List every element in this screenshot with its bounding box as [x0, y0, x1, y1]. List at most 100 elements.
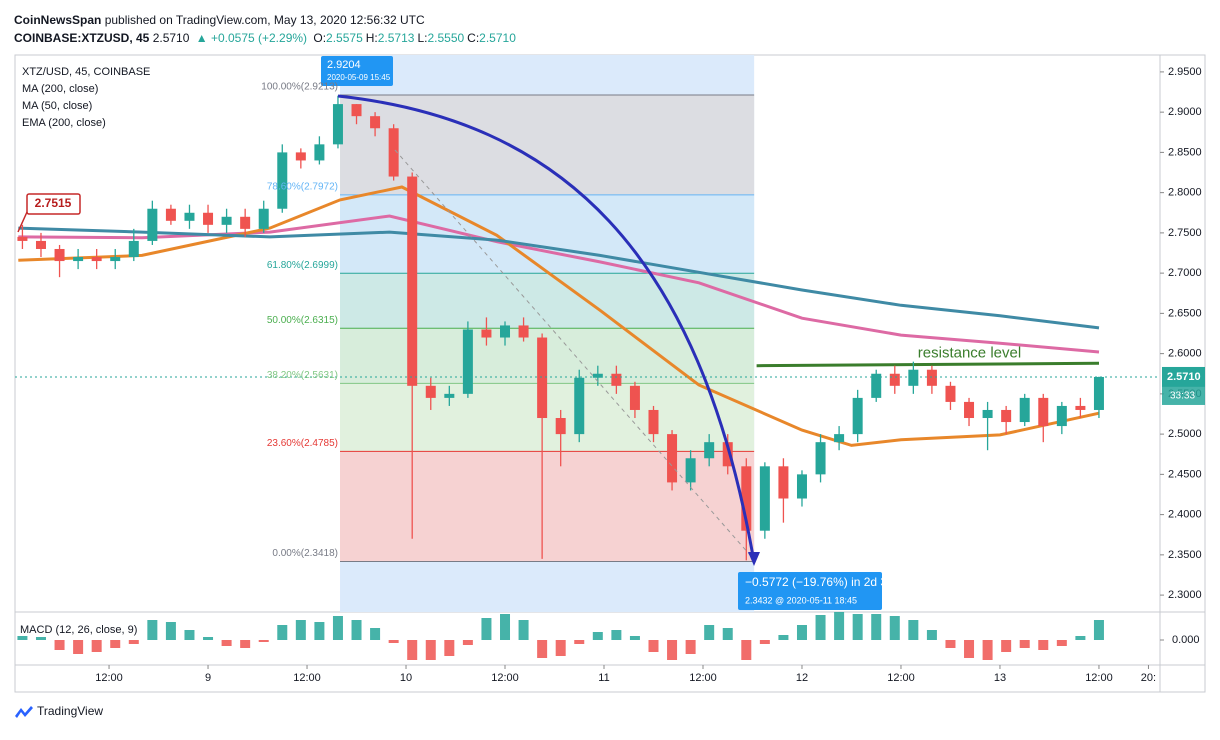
left-price-tag [26, 193, 81, 215]
range-arc [337, 94, 756, 563]
macd-title: MACD (12, 26, close, 9) [20, 624, 137, 636]
ohlc-label: L: [417, 31, 428, 45]
candle-body [574, 377, 585, 435]
y-tick-label: 2.8500 [1168, 146, 1202, 158]
candle-body [611, 373, 622, 386]
macd-bar [852, 614, 863, 640]
candle-body [73, 257, 84, 262]
footer: TradingView [14, 703, 103, 719]
macd-bar [537, 640, 548, 658]
candle-body [221, 216, 232, 225]
macd-bar [184, 630, 195, 640]
macd-tick-label: 0.000 [1172, 634, 1200, 646]
macd-bar [964, 640, 975, 658]
left-price: 2.7515 [35, 196, 72, 210]
quote-line: COINBASE:XTZUSD, 45 2.5710 ▲ +0.0575 (+2… [14, 31, 522, 45]
fib-label: 38.20%(2.5631) [267, 370, 338, 381]
candle-body [537, 337, 548, 419]
candle-body [332, 104, 343, 145]
x-tick-label: 12 [796, 672, 808, 684]
candle-body [667, 434, 678, 483]
macd-bar [425, 640, 436, 660]
candle-body [741, 466, 752, 531]
legend-entry: MA (200, close) [22, 83, 98, 95]
fib-label: 50.00%(2.6315) [267, 315, 338, 326]
legend-title: XTZ/USD, 45, COINBASE [22, 66, 150, 78]
fib-band [340, 451, 755, 562]
x-tick-label: 9 [205, 672, 211, 684]
macd-bar [17, 636, 28, 640]
legend-entry: EMA (200, close) [22, 117, 106, 129]
macd-bar [518, 620, 529, 640]
macd-bar [277, 625, 288, 640]
plot-layer [15, 71, 1164, 669]
macd-bar [147, 620, 158, 640]
macd-bar [1093, 620, 1104, 640]
x-tick-label: 12:00 [689, 672, 717, 684]
y-tick-label: 2.4500 [1168, 468, 1202, 480]
countdown-tag [1162, 386, 1205, 405]
last-price-tag [1162, 366, 1205, 387]
y-tick-label: 2.4000 [1168, 509, 1202, 521]
moving-average [18, 185, 1100, 447]
candle-body [203, 212, 214, 225]
candle-body [778, 466, 789, 499]
macd-bar [815, 615, 826, 640]
candle-body [184, 212, 195, 221]
resistance-line [756, 361, 1100, 368]
y-tick-label: 2.6500 [1168, 307, 1202, 319]
macd-bar [221, 640, 232, 646]
macd-bar [73, 640, 84, 654]
publish-info: published on TradingView.com, May 13, 20… [104, 13, 425, 27]
ohlc-label: C: [467, 31, 480, 45]
brand-logo [15, 706, 33, 718]
macd-bar [295, 620, 306, 640]
candle-body [852, 397, 863, 435]
macd-bar [611, 630, 622, 640]
candle-body [592, 373, 603, 378]
macd-bar [240, 640, 251, 648]
candle-body [945, 385, 956, 402]
peak-price: 2.9204 [327, 59, 361, 71]
candle-body [258, 208, 269, 229]
y-tick-label: 2.8000 [1168, 187, 1202, 199]
countdown: 33:33 [1170, 391, 1195, 402]
candle-body [1001, 409, 1012, 423]
ohlc-value: 2.5713 [377, 31, 415, 45]
candle-body [35, 240, 46, 249]
candle-body [889, 373, 900, 386]
candle-body [964, 401, 975, 419]
candle-body [17, 236, 28, 241]
macd-bar [444, 640, 455, 656]
candle-body [908, 369, 919, 386]
candle-body [277, 152, 288, 209]
macd-bar [1075, 636, 1086, 640]
candle-body [1075, 405, 1086, 410]
macd-bar [834, 612, 845, 640]
x-tick-label: 12:00 [491, 672, 519, 684]
macd-bar [1001, 640, 1012, 652]
ohlc-value: 2.5550 [427, 31, 465, 45]
ohlc-value: 2.5710 [479, 31, 516, 45]
macd-bar [258, 640, 269, 642]
y-tick-label: 2.3000 [1168, 589, 1202, 601]
ohlc-label: O: [313, 31, 327, 45]
candle-body [871, 373, 882, 398]
candle-body [370, 116, 381, 129]
candle-body [147, 208, 158, 241]
candle-body [982, 409, 993, 419]
macd-bar [945, 640, 956, 648]
candle-body [1038, 397, 1049, 427]
candle-body [388, 128, 399, 177]
ohlc-label: H: [365, 31, 378, 45]
x-tick-label: 12:00 [293, 672, 321, 684]
moving-average [18, 226, 1100, 330]
candle-body [295, 152, 306, 161]
macd-bar [908, 620, 919, 640]
macd-bar [481, 618, 492, 640]
candle-body [462, 329, 473, 394]
macd-bar [165, 622, 176, 640]
annotation-layer: XTZ/USD, 45, COINBASE 2.9204 2020-05-09 … [17, 56, 1205, 684]
candle-body [796, 474, 807, 499]
